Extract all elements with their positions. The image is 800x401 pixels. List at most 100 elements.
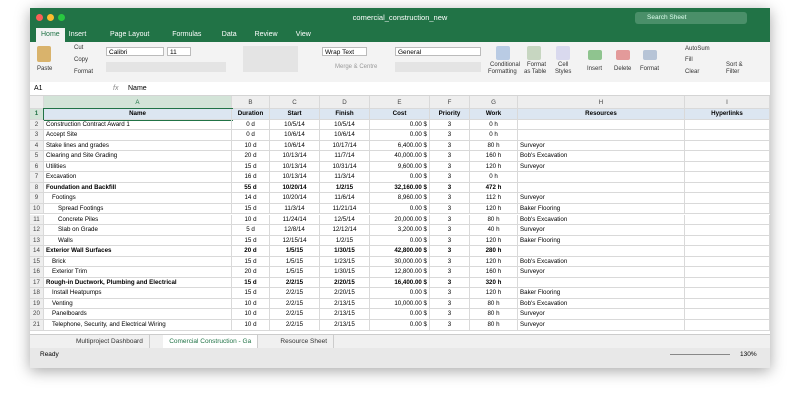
cell[interactable]: 10/6/14 <box>320 130 370 141</box>
empty-cell[interactable] <box>685 182 770 194</box>
cell[interactable]: 3 <box>430 203 470 215</box>
cell[interactable]: 20 d <box>232 246 270 257</box>
formula-content[interactable]: Name <box>128 85 147 92</box>
cell[interactable]: Footings <box>44 193 232 204</box>
cell[interactable]: Slab on Grade <box>44 225 232 236</box>
cell[interactable]: 0.00 $ <box>370 119 430 131</box>
cell[interactable]: Surveyor <box>518 225 685 236</box>
empty-cell[interactable] <box>685 130 770 141</box>
cell[interactable]: Surveyor <box>518 193 685 204</box>
format-icon[interactable] <box>643 50 657 60</box>
sheet-tab[interactable]: Resource Sheet <box>274 335 335 349</box>
cell[interactable]: 10 d <box>232 140 270 152</box>
cell[interactable]: 80 h <box>470 320 518 331</box>
cell[interactable]: 55 d <box>232 182 270 194</box>
cell[interactable]: 3 <box>430 235 470 247</box>
cell[interactable]: 3 <box>430 151 470 162</box>
minimize[interactable] <box>47 14 54 21</box>
cell[interactable]: 15 d <box>232 235 270 247</box>
cell[interactable]: 3 <box>430 309 470 320</box>
cell[interactable]: 32,160.00 $ <box>370 182 430 194</box>
cell[interactable]: 0.00 $ <box>370 172 430 183</box>
cell[interactable]: 3 <box>430 161 470 173</box>
column-header[interactable]: A <box>44 96 232 109</box>
cell-styles-2[interactable]: Styles <box>555 69 572 75</box>
empty-cell[interactable] <box>685 320 770 331</box>
insert-icon[interactable] <box>588 50 602 60</box>
cell[interactable]: 3 <box>430 119 470 131</box>
font-formatting[interactable] <box>106 62 226 72</box>
merge-centre[interactable]: Merge & Centre <box>335 64 378 70</box>
cell[interactable]: 10/5/14 <box>270 119 320 131</box>
cell[interactable]: Start <box>270 109 320 120</box>
cell[interactable]: 2/2/15 <box>270 298 320 310</box>
cell[interactable]: 10 d <box>232 298 270 310</box>
cell[interactable]: 3 <box>430 298 470 310</box>
cell[interactable]: 11/6/14 <box>320 193 370 204</box>
paste[interactable]: Paste <box>37 66 53 72</box>
cell[interactable]: 5 d <box>232 225 270 236</box>
row-header[interactable]: 11 <box>30 214 44 225</box>
cell[interactable]: 12/8/14 <box>270 225 320 236</box>
cell[interactable]: 8,960.00 $ <box>370 193 430 204</box>
cell[interactable]: 2/2/15 <box>270 320 320 331</box>
conditional-formatting-1[interactable]: Conditional <box>490 62 521 68</box>
cell[interactable]: 30,000.00 $ <box>370 256 430 268</box>
cell[interactable]: Surveyor <box>518 267 685 278</box>
cell[interactable]: Surveyor <box>518 320 685 331</box>
cell[interactable]: 2/13/15 <box>320 309 370 320</box>
cell[interactable]: 0.00 $ <box>370 235 430 247</box>
cell[interactable]: 12,800.00 $ <box>370 267 430 278</box>
cell[interactable]: 10/5/14 <box>320 119 370 131</box>
cell[interactable]: 3 <box>430 225 470 236</box>
row-header[interactable]: 19 <box>30 298 44 310</box>
row-header[interactable]: 8 <box>30 182 44 194</box>
sort-filter-2[interactable]: Filter <box>726 69 740 75</box>
cell[interactable]: 3 <box>430 256 470 268</box>
cell[interactable]: Venting <box>44 298 232 310</box>
cell[interactable]: 80 h <box>470 309 518 320</box>
empty-cell[interactable] <box>685 235 770 247</box>
cell[interactable]: 120 h <box>470 161 518 173</box>
cell[interactable]: 2/2/15 <box>270 277 320 289</box>
empty-cell[interactable] <box>518 119 685 131</box>
row-header[interactable]: 21 <box>30 320 44 331</box>
cell[interactable]: Foundation and Backfill <box>44 182 232 194</box>
format-as-table-2[interactable]: as Table <box>524 69 547 75</box>
cell[interactable]: 280 h <box>470 246 518 257</box>
cell[interactable]: 0.00 $ <box>370 309 430 320</box>
empty-cell[interactable] <box>685 214 770 225</box>
close[interactable] <box>36 14 43 21</box>
cell[interactable]: 120 h <box>470 288 518 299</box>
font-size[interactable]: 11 <box>167 47 191 56</box>
cell[interactable]: 0 h <box>470 130 518 141</box>
row-header[interactable]: 1 <box>30 109 44 120</box>
cell[interactable]: Exterior Wall Surfaces <box>44 246 232 257</box>
cell[interactable]: Work <box>470 109 518 120</box>
cell[interactable]: 15 d <box>232 288 270 299</box>
cell[interactable]: 1/2/15 <box>320 235 370 247</box>
cell[interactable]: 10/13/14 <box>270 161 320 173</box>
empty-cell[interactable] <box>685 267 770 278</box>
row-header[interactable]: 4 <box>30 140 44 152</box>
cell[interactable]: 3 <box>430 277 470 289</box>
cell[interactable]: 1/5/15 <box>270 246 320 257</box>
cell[interactable]: 12/12/14 <box>320 225 370 236</box>
cell[interactable]: Surveyor <box>518 161 685 173</box>
font-name[interactable]: Calibri <box>106 47 164 56</box>
cell[interactable]: 3 <box>430 182 470 194</box>
cell[interactable]: Install Heatpumps <box>44 288 232 299</box>
column-header[interactable]: I <box>685 96 770 109</box>
cell[interactable]: 10/20/14 <box>270 193 320 204</box>
empty-cell[interactable] <box>685 298 770 310</box>
cell[interactable]: 160 h <box>470 151 518 162</box>
cell[interactable]: 1/5/15 <box>270 256 320 268</box>
empty-cell[interactable] <box>685 256 770 268</box>
delete-icon[interactable] <box>616 50 630 60</box>
cell[interactable]: Rough-in Ductwork, Plumbing and Electric… <box>44 277 232 289</box>
autosum[interactable]: AutoSum <box>685 46 710 52</box>
name-box[interactable]: A1 <box>34 85 43 92</box>
cell[interactable]: 3 <box>430 172 470 183</box>
cell[interactable]: 3 <box>430 246 470 257</box>
cell[interactable]: 10/13/14 <box>270 151 320 162</box>
